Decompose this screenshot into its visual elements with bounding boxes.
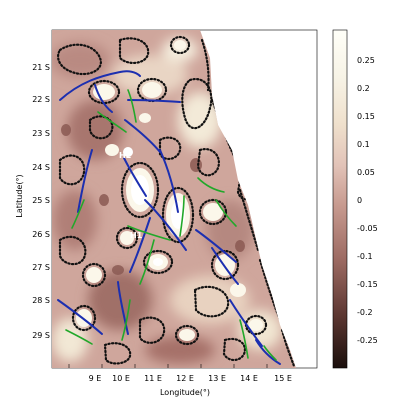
x-tick-label: 13 E <box>208 374 226 383</box>
eddy-label-h1: H1 <box>130 231 143 240</box>
y-tick-label: 28 S <box>32 296 50 305</box>
y-tick-label: 23 S <box>32 129 50 138</box>
colorbar: 0.25 0.2 0.15 0.1 0.05 0 -0.05 -0.1 -0.1… <box>332 29 378 369</box>
colorbar-tick-label: 0.1 <box>357 140 370 149</box>
x-tick-label: 15 E <box>274 374 292 383</box>
x-tick-label: 11 E <box>144 374 162 383</box>
colorbar-gradient <box>332 29 348 369</box>
colorbar-tick-label: -0.1 <box>357 252 373 261</box>
colorbar-tick-label: -0.05 <box>357 224 378 233</box>
x-tick-label: 14 E <box>240 374 258 383</box>
y-tick-label: 25 S <box>32 196 50 205</box>
colorbar-tick-label: -0.15 <box>357 280 378 289</box>
x-axis-label: Longitude(°) <box>160 388 210 397</box>
y-tick-label: 29 S <box>32 331 50 340</box>
y-tick-label: 22 S <box>32 95 50 104</box>
colorbar-tick-label: 0.15 <box>357 112 375 121</box>
trajectories-green <box>65 89 277 361</box>
y-tick-label: 27 S <box>32 263 50 272</box>
trajectories-blue <box>57 70 281 365</box>
x-tick-label: 10 E <box>112 374 130 383</box>
x-axis: 9 E 10 E 11 E 12 E 13 E 14 E 15 E Longit… <box>68 364 292 397</box>
colorbar-tick-label: 0.25 <box>357 56 375 65</box>
cold-eddies <box>61 124 245 275</box>
colorbar-tick-label: -0.25 <box>357 336 378 345</box>
y-tick-label: 24 S <box>32 163 50 172</box>
zero-contours <box>56 35 296 368</box>
x-tick-label: 12 E <box>176 374 194 383</box>
colorbar-tick-label: 0 <box>357 196 362 205</box>
y-axis: 21 S 22 S 23 S 24 S 25 S 26 S 27 S 28 S … <box>15 63 50 340</box>
colorbar-tick-label: 0.05 <box>357 168 375 177</box>
y-axis-label: Latitude(°) <box>15 174 24 217</box>
colorbar-tick-label: -0.2 <box>357 308 373 317</box>
colorbar-tick-label: 0.2 <box>357 84 370 93</box>
x-tick-label: 9 E <box>89 374 102 383</box>
y-tick-label: 26 S <box>32 230 50 239</box>
eddy-label-h2: H2 <box>119 151 131 160</box>
y-tick-label: 21 S <box>32 63 50 72</box>
